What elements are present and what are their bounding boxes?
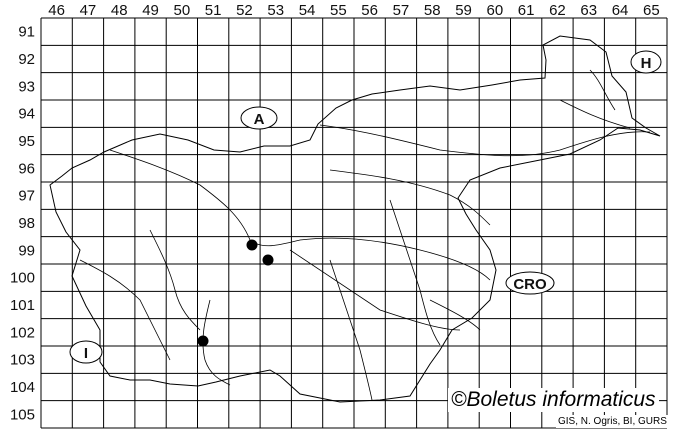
column-label: 61	[518, 2, 535, 19]
row-label: 105	[10, 406, 35, 423]
country-border	[49, 35, 661, 403]
row-label: 103	[10, 352, 35, 369]
label-austria: A	[254, 111, 265, 128]
row-label: 92	[18, 51, 35, 68]
copyright-credit: ©Boletus informaticus	[448, 388, 659, 412]
occurrence-dot	[262, 254, 274, 266]
column-label: 57	[393, 2, 410, 19]
label-croatia: CRO	[513, 276, 547, 293]
row-label: 94	[18, 106, 35, 123]
country-label-austria: A	[240, 106, 278, 130]
column-label: 59	[455, 2, 472, 19]
label-hungary: H	[641, 55, 652, 72]
column-label: 55	[330, 2, 347, 19]
row-label: 98	[18, 215, 35, 232]
column-label: 56	[361, 2, 378, 19]
row-label: 104	[10, 379, 35, 396]
row-label: 102	[10, 324, 35, 341]
occurrence-dot	[197, 335, 209, 347]
row-label: 93	[18, 78, 35, 95]
column-label: 52	[236, 2, 253, 19]
row-label: 99	[18, 242, 35, 259]
row-label: 100	[10, 270, 35, 287]
column-label: 60	[487, 2, 504, 19]
label-italy: I	[84, 345, 88, 362]
column-label: 48	[111, 2, 128, 19]
column-label: 65	[643, 2, 660, 19]
column-label: 53	[267, 2, 284, 19]
column-label: 51	[205, 2, 222, 19]
occurrence-dot	[246, 239, 258, 251]
column-label: 47	[80, 2, 97, 19]
column-label: 64	[612, 2, 629, 19]
row-label: 96	[18, 160, 35, 177]
row-label: 95	[18, 133, 35, 150]
row-label: 91	[18, 24, 35, 41]
row-label: 101	[10, 297, 35, 314]
row-labels: 91 92 93 94 95 96 97 98 99 100 101 102 103 104 105	[10, 24, 35, 424]
grid	[40, 17, 668, 429]
source-credit: GIS, N. Ogris, BI, GURS	[556, 415, 669, 428]
column-labels: 46 47 48 49 50 51 52 53 54 55 56 57 58 59 60 61 62 63 64 65	[48, 2, 659, 19]
column-label: 46	[48, 2, 65, 19]
column-label: 62	[549, 2, 566, 19]
column-label: 49	[142, 2, 159, 19]
country-label-hungary: H	[630, 50, 662, 74]
rivers	[79, 69, 651, 401]
country-label-croatia: CRO	[505, 271, 555, 295]
column-label: 50	[174, 2, 191, 19]
column-label: 54	[299, 2, 316, 19]
row-label: 97	[18, 188, 35, 205]
country-label-italy: I	[69, 340, 103, 364]
column-label: 58	[424, 2, 441, 19]
column-label: 63	[580, 2, 597, 19]
